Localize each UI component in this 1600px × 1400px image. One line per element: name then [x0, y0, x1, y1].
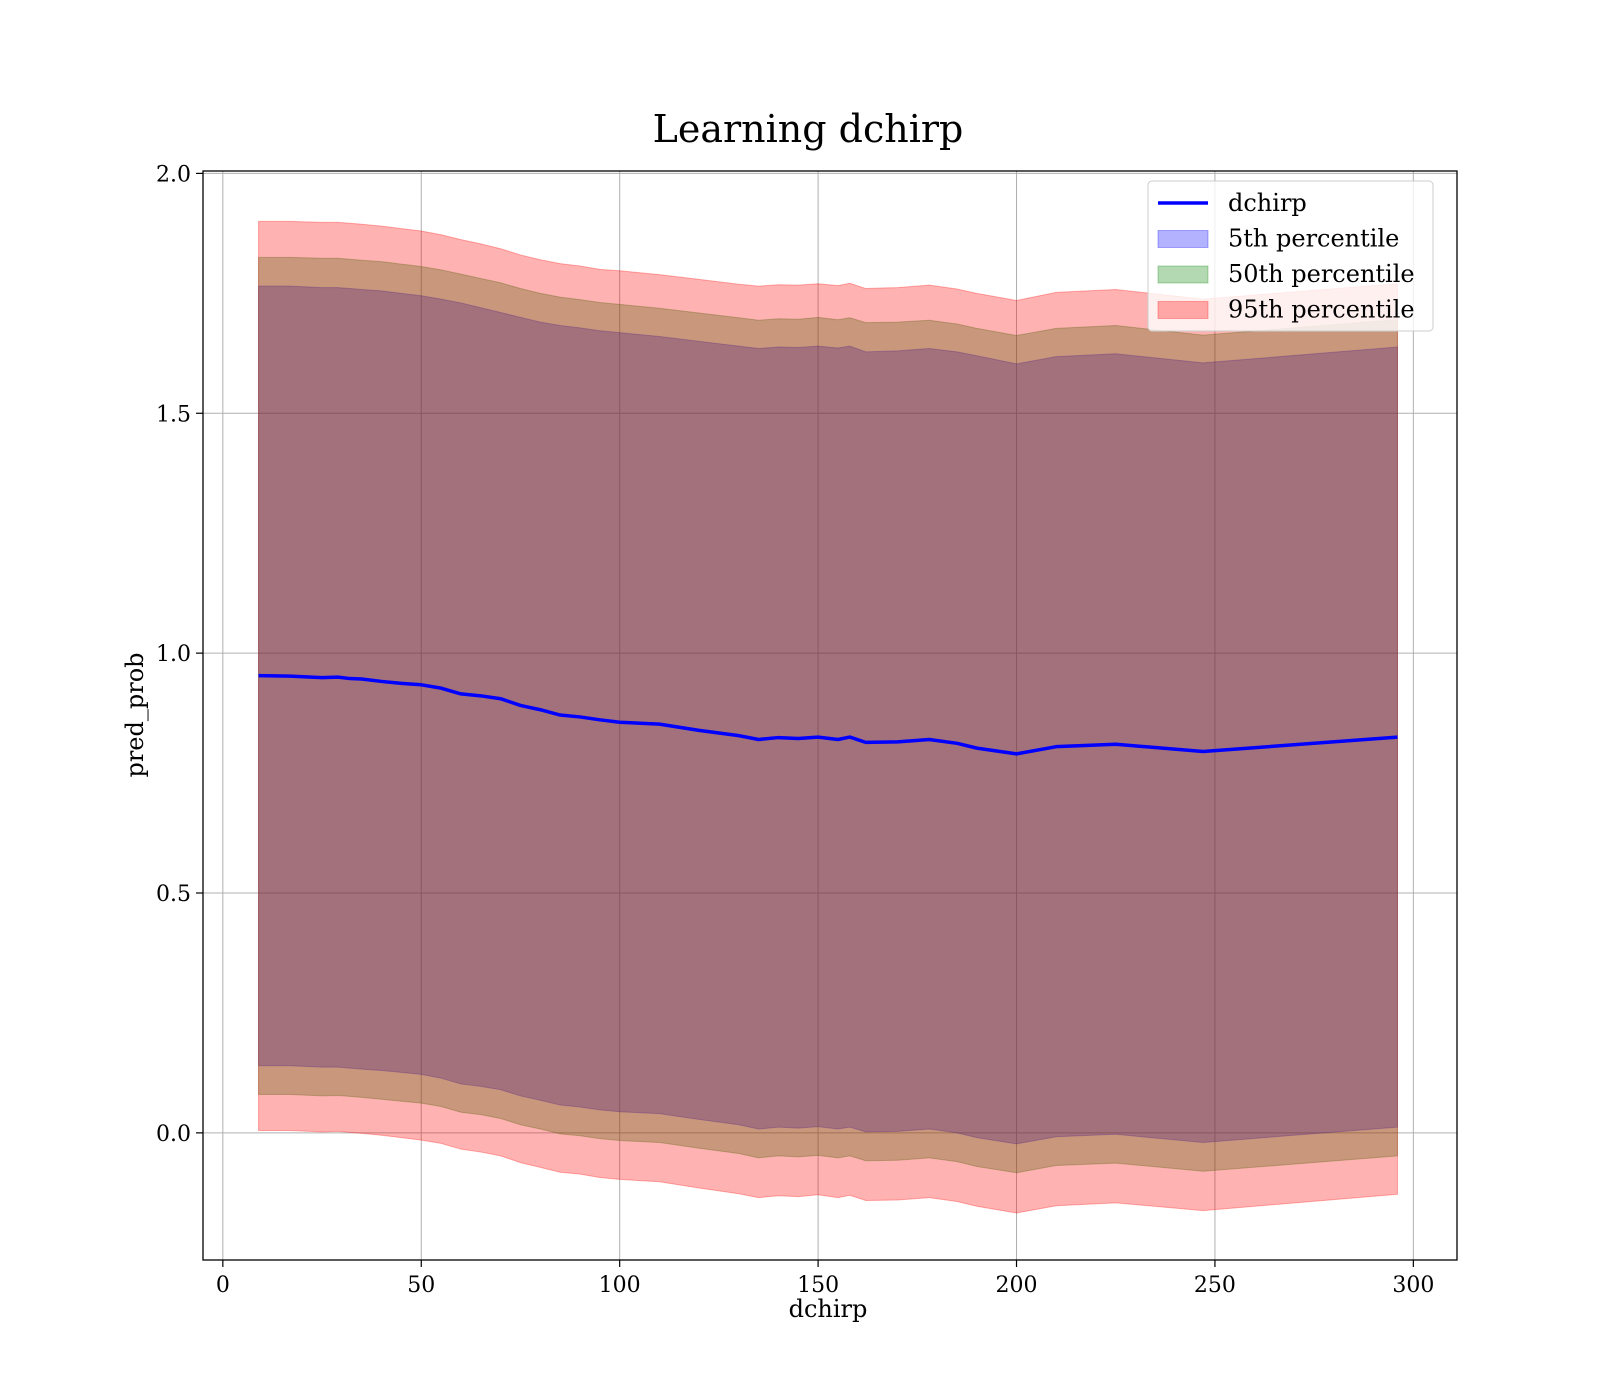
- band-95th-percentile: [258, 220, 1398, 1214]
- grid: [203, 171, 1457, 1260]
- legend-label: 50th percentile: [1228, 260, 1415, 288]
- legend-swatch: [1157, 230, 1209, 248]
- x-tick-label: 150: [797, 1273, 839, 1298]
- legend-swatch: [1157, 301, 1209, 319]
- chart-title: Learning dchirp: [653, 107, 964, 151]
- band-50th-percentile: [258, 256, 1398, 1174]
- legend-label: 5th percentile: [1228, 225, 1399, 253]
- x-tick-label: 250: [1194, 1273, 1236, 1298]
- y-tick-label: 0.5: [156, 882, 191, 907]
- y-axis-ticks: 0.0 0.5 1.0 1.5 2.0: [156, 162, 203, 1147]
- x-tick-label: 100: [599, 1273, 641, 1298]
- y-tick-label: 0.0: [156, 1122, 191, 1147]
- band-5th-percentile: [258, 285, 1398, 1145]
- y-tick-label: 1.0: [156, 642, 191, 667]
- x-axis-ticks: 0 50 100 150 200 250 300: [216, 1260, 1434, 1298]
- line-dchirp: [258, 673, 1398, 756]
- legend: dchirp 5th percentile 50th percentile 95th …: [1147, 180, 1434, 332]
- x-tick-label: 300: [1392, 1273, 1434, 1298]
- legend-swatch: [1157, 265, 1209, 284]
- x-tick-label: 200: [996, 1273, 1038, 1298]
- y-tick-label: 1.5: [156, 402, 191, 427]
- x-tick-label: 50: [407, 1273, 435, 1298]
- plot-frame: [202, 170, 1458, 1261]
- legend-label: dchirp: [1228, 189, 1307, 217]
- legend-box: [1147, 180, 1434, 332]
- y-tick-label: 2.0: [156, 162, 191, 187]
- series-lines: [258, 673, 1398, 756]
- x-tick-label: 0: [216, 1273, 230, 1298]
- x-axis-label: dchirp: [789, 1295, 868, 1323]
- percentile-bands: [258, 220, 1398, 1214]
- legend-label: 95th percentile: [1228, 296, 1415, 324]
- y-axis-label: pred_prob: [121, 652, 149, 777]
